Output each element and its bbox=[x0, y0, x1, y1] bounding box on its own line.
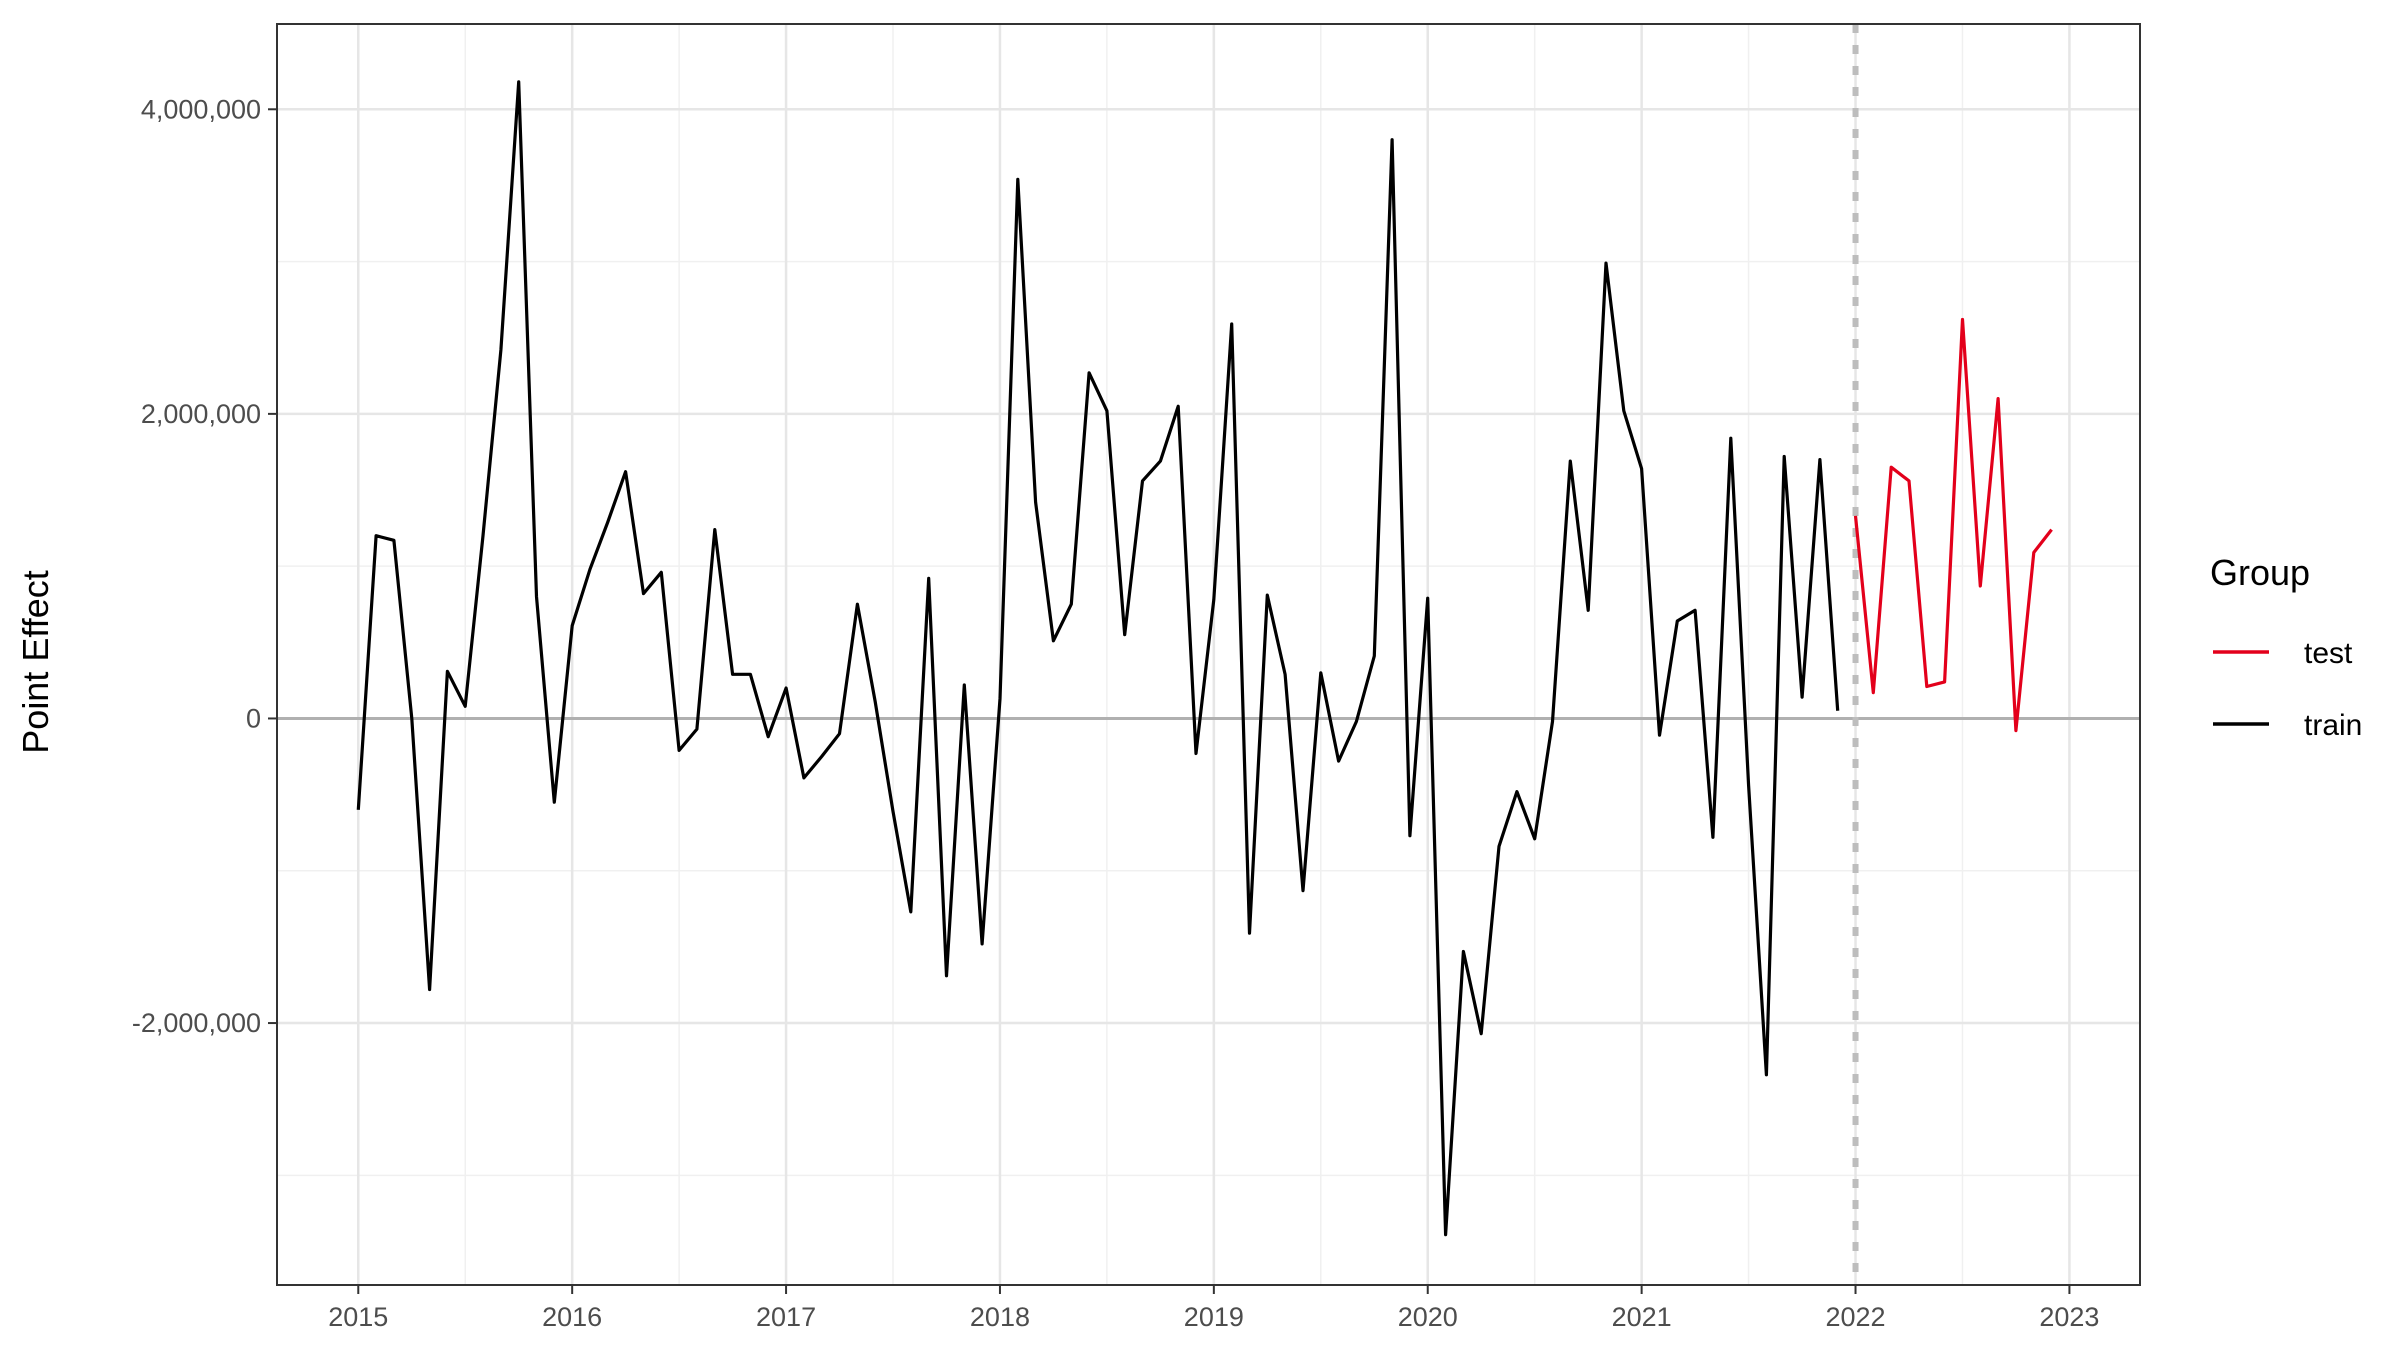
x-tick-label: 2015 bbox=[328, 1302, 388, 1332]
x-tick-label: 2018 bbox=[970, 1302, 1030, 1332]
series-line-train bbox=[356, 80, 1840, 1237]
x-tick-label: 2021 bbox=[1612, 1302, 1672, 1332]
series-line-test bbox=[1853, 317, 2053, 733]
x-tick-label: 2023 bbox=[2039, 1302, 2099, 1332]
legend-label-train: train bbox=[2304, 709, 2362, 742]
legend-title: Group bbox=[2210, 552, 2310, 593]
y-tick-label: 0 bbox=[246, 703, 261, 733]
x-tick-label: 2016 bbox=[542, 1302, 602, 1332]
y-tick-label: 2,000,000 bbox=[141, 399, 261, 429]
x-axis: 2015 2016 2017 2018 2019 2020 2021 2022 2023 bbox=[328, 1285, 2099, 1332]
plot-panel bbox=[276, 23, 2141, 1286]
x-tick-label: 2020 bbox=[1398, 1302, 1458, 1332]
x-tick-label: 2022 bbox=[1825, 1302, 1885, 1332]
panel-border bbox=[276, 23, 2141, 1286]
x-tick-label: 2019 bbox=[1184, 1302, 1244, 1332]
legend-label-test: test bbox=[2304, 637, 2353, 670]
y-axis: 4,000,000 2,000,000 0 -2,000,000 bbox=[132, 94, 277, 1038]
y-tick-label: 4,000,000 bbox=[141, 94, 261, 124]
x-tick-label: 2017 bbox=[756, 1302, 816, 1332]
y-tick-label: -2,000,000 bbox=[132, 1008, 261, 1038]
y-axis-title: Point Effect bbox=[15, 570, 56, 753]
legend: Group test train bbox=[2210, 552, 2362, 742]
